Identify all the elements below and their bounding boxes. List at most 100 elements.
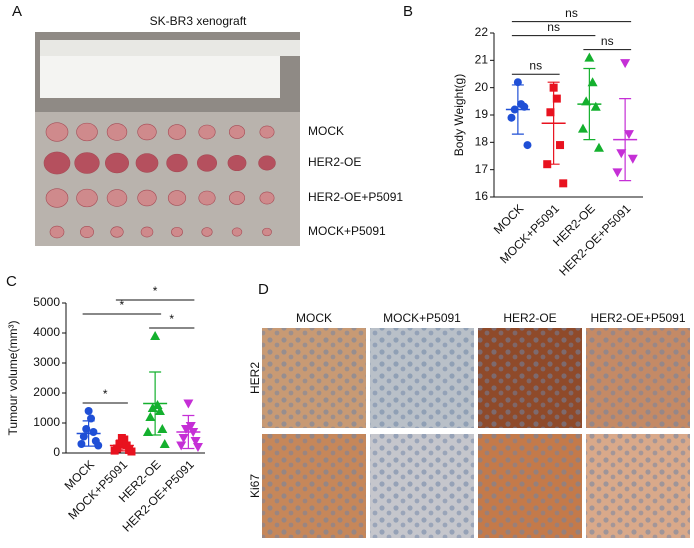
point [593,142,604,152]
caliper [40,56,280,98]
tumor [74,152,100,174]
point [84,407,93,415]
point [176,441,187,451]
tumor [229,191,246,205]
column-label: HER2-OE [503,311,556,325]
point [546,108,555,117]
point [183,399,194,409]
significance-label: ns [565,6,578,20]
point [559,179,568,188]
point [178,434,189,443]
tumor [198,190,216,206]
point [623,130,634,140]
ihc-cells [478,328,582,428]
tumor [167,190,187,206]
column-label: HER2-OE+P5091 [590,311,685,325]
significance-label: * [103,387,108,401]
error-bar [115,439,128,452]
point [584,52,595,62]
row-label: HER2-OE [308,155,361,169]
point [127,447,136,456]
tumor [45,122,69,142]
y-axis-label: Tumour volume(mm³) [6,321,20,436]
ihc-cells [370,328,474,428]
tumor [106,189,128,207]
panel-label: C [6,273,17,290]
tumor [167,124,187,140]
point [577,123,588,133]
ihc-cells [478,434,582,538]
point [159,439,170,448]
significance-label: * [169,312,174,326]
tumor [140,226,154,238]
y-tick-label: 1000 [33,415,60,429]
ihc-cells [586,434,690,538]
tumor [76,122,98,142]
point [581,96,592,106]
y-tick-label: 16 [475,189,489,203]
tumor [258,155,276,171]
ihc-cells [586,328,690,428]
row-label: MOCK [308,124,344,138]
y-tick-label: 3000 [33,355,60,369]
point [543,160,552,169]
tumor [76,188,98,208]
ihc-cells [370,434,474,538]
column-label: MOCK [296,311,332,325]
significance-label: * [120,298,125,312]
tumor [49,225,65,239]
tumor [166,153,188,173]
point [616,149,627,159]
tumor [171,226,183,238]
point [142,427,153,436]
tumor [110,226,124,238]
y-tick-label: 21 [475,53,489,67]
point [523,141,532,150]
point [620,59,631,69]
tumor [196,154,218,172]
error-bar [149,371,162,436]
point [154,406,165,415]
point [79,432,88,441]
row-label: HER2 [248,362,262,394]
point [115,440,124,448]
point [190,437,201,446]
xenograft-photo [35,32,300,246]
y-axis-label: Body Weight(g) [452,74,466,156]
point [612,168,623,178]
y-tick-label: 20 [475,80,489,94]
tumor [231,227,243,237]
tumor [137,189,157,207]
panel-label: A [12,3,22,20]
y-tick-label: 19 [475,107,489,121]
error-bar [619,98,632,182]
significance-label: ns [547,20,560,34]
tumor [45,188,69,208]
point [513,78,522,87]
point [552,94,561,103]
tumor [198,124,216,140]
error-bar [182,414,195,450]
point [77,440,86,448]
y-tick-label: 17 [475,162,489,176]
tumor [80,226,94,238]
point [150,331,161,340]
point [145,412,156,421]
tumor [201,227,213,237]
point [192,443,203,452]
error-bar [82,420,95,447]
panel-label: B [403,3,413,20]
tumor [227,154,247,172]
point [110,446,119,455]
tumor [106,123,128,141]
point [89,428,98,436]
point [507,113,516,122]
point [94,441,103,450]
tumor [262,227,272,237]
tumor [259,191,275,205]
point [157,424,168,433]
y-tick-label: 22 [475,25,489,39]
tumor [105,152,130,174]
tumor [229,125,246,139]
